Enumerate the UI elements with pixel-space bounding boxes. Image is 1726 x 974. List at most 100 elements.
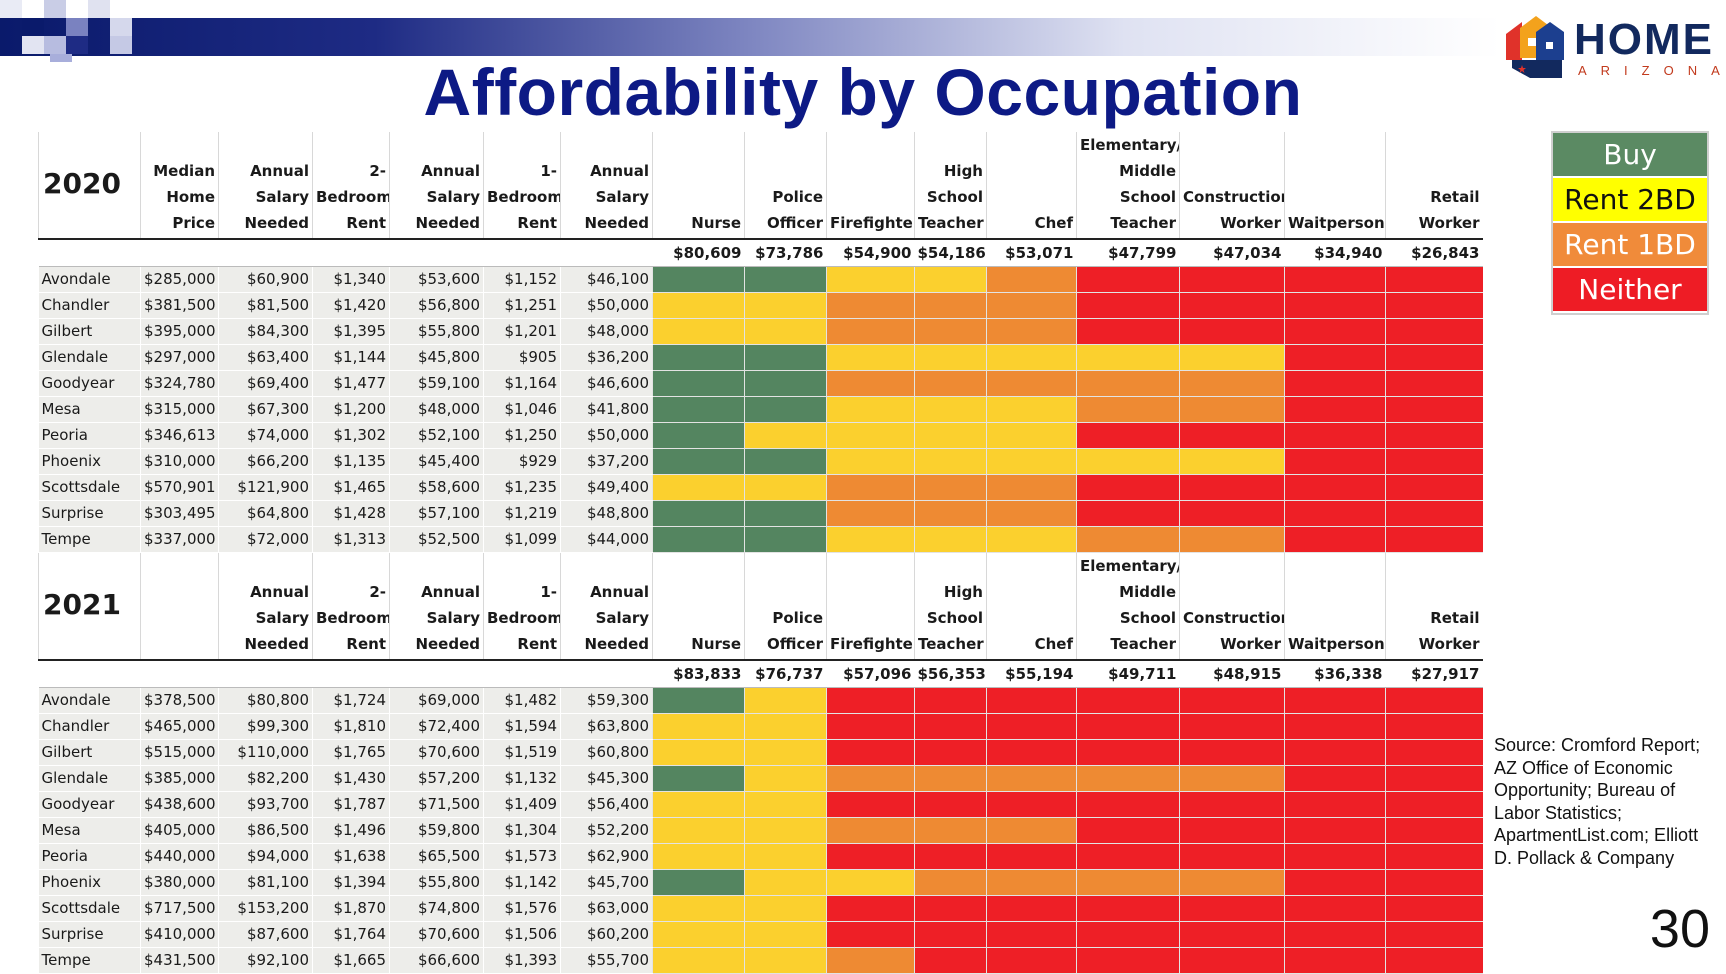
- occupation-salary: $27,917: [1385, 659, 1483, 688]
- value-cell: $110,000: [218, 739, 313, 766]
- city-name: Phoenix: [38, 448, 141, 475]
- affordability-cell: [1385, 869, 1483, 896]
- value-cell: $310,000: [140, 448, 219, 475]
- table-header-row: 2021 Annual Salary Needed 2- Bedroom Rent A…: [38, 552, 1483, 660]
- affordability-cell: [1284, 843, 1386, 870]
- value-cell: $67,300: [218, 396, 313, 423]
- affordability-cell: [1179, 713, 1285, 740]
- table-row: Mesa $315,000 $67,300 $1,200 $48,000 $1,046 $4…: [38, 396, 1483, 423]
- value-cell: $121,900: [218, 474, 313, 501]
- affordability-cell: [826, 687, 915, 714]
- affordability-cell: [914, 921, 987, 948]
- occupation-salary: $73,786: [744, 238, 827, 267]
- city-name: Glendale: [38, 344, 141, 371]
- value-cell: $59,100: [389, 370, 484, 397]
- affordability-cell: [914, 422, 987, 449]
- column-header: [140, 552, 219, 660]
- affordability-cell: [1284, 266, 1386, 293]
- value-cell: $1,235: [483, 474, 561, 501]
- affordability-cell: [914, 817, 987, 844]
- table-row: Gilbert $515,000 $110,000 $1,765 $70,600 $1,5…: [38, 739, 1483, 766]
- affordability-cell: [652, 895, 745, 922]
- value-cell: $380,000: [140, 869, 219, 896]
- affordability-cell: [1385, 266, 1483, 293]
- column-header: 1- Bedroom Rent: [483, 552, 561, 660]
- occupation-salary: $49,711: [1076, 659, 1180, 688]
- affordability-cell: [914, 687, 987, 714]
- affordability-cell: [652, 500, 745, 527]
- affordability-cell: [914, 318, 987, 345]
- value-cell: $1,870: [312, 895, 390, 922]
- affordability-cell: [986, 843, 1077, 870]
- affordability-cell: [986, 318, 1077, 345]
- affordability-cell: [826, 817, 915, 844]
- value-cell: $64,800: [218, 500, 313, 527]
- salary-spacer: [483, 659, 561, 688]
- occupation-header: High School Teacher: [914, 132, 987, 239]
- affordability-cell: [1076, 895, 1180, 922]
- occupation-salary: $54,186: [914, 238, 987, 267]
- column-header: Annual Salary Needed: [560, 552, 653, 660]
- affordability-cell: [1284, 817, 1386, 844]
- value-cell: $381,500: [140, 292, 219, 319]
- affordability-cell: [1179, 344, 1285, 371]
- value-cell: $1,251: [483, 292, 561, 319]
- affordability-cell: [1179, 843, 1285, 870]
- affordability-cell: [986, 713, 1077, 740]
- affordability-cell: [914, 474, 987, 501]
- affordability-cell: [826, 396, 915, 423]
- city-name: Scottsdale: [38, 895, 141, 922]
- affordability-cell: [744, 318, 827, 345]
- value-cell: $45,400: [389, 448, 484, 475]
- affordability-cell: [914, 396, 987, 423]
- value-cell: $1,200: [312, 396, 390, 423]
- banner-square: [110, 18, 132, 36]
- value-cell: $56,400: [560, 791, 653, 818]
- affordability-cell: [744, 895, 827, 922]
- banner-gradient: [0, 18, 1500, 56]
- value-cell: $46,600: [560, 370, 653, 397]
- affordability-cell: [1385, 396, 1483, 423]
- table-row: Scottsdale $717,500 $153,200 $1,870 $74,800 $…: [38, 895, 1483, 922]
- salary-spacer: [560, 659, 653, 688]
- affordability-cell: [1179, 266, 1285, 293]
- occupation-salary: $36,338: [1284, 659, 1386, 688]
- affordability-cell: [652, 448, 745, 475]
- value-cell: $153,200: [218, 895, 313, 922]
- value-cell: $50,000: [560, 292, 653, 319]
- affordability-cell: [652, 739, 745, 766]
- value-cell: $74,800: [389, 895, 484, 922]
- banner-square: [44, 36, 66, 54]
- city-name: Chandler: [38, 713, 141, 740]
- affordability-cell: [652, 791, 745, 818]
- banner-square: [0, 0, 22, 18]
- city-name: Glendale: [38, 765, 141, 792]
- value-cell: $1,496: [312, 817, 390, 844]
- affordability-cell: [652, 713, 745, 740]
- city-name: Peoria: [38, 843, 141, 870]
- value-cell: $57,200: [389, 765, 484, 792]
- affordability-cell: [1284, 422, 1386, 449]
- affordability-cell: [1284, 921, 1386, 948]
- occupation-salary: $26,843: [1385, 238, 1483, 267]
- affordability-cell: [1385, 500, 1483, 527]
- salary-spacer: [140, 238, 219, 267]
- header-banner: [0, 0, 1726, 62]
- value-cell: $70,600: [389, 739, 484, 766]
- value-cell: $46,100: [560, 266, 653, 293]
- affordability-cell: [826, 526, 915, 553]
- table-row: Chandler $381,500 $81,500 $1,420 $56,800 $1,2…: [38, 292, 1483, 319]
- affordability-cell: [1179, 791, 1285, 818]
- table-row: Avondale $285,000 $60,900 $1,340 $53,600 $1,1…: [38, 266, 1483, 293]
- value-cell: $55,800: [389, 869, 484, 896]
- affordability-cell: [986, 921, 1077, 948]
- table-row: Surprise $410,000 $87,600 $1,764 $70,600 $1,5…: [38, 921, 1483, 948]
- value-cell: $52,200: [560, 817, 653, 844]
- value-cell: $1,302: [312, 422, 390, 449]
- affordability-cell: [826, 474, 915, 501]
- value-cell: $52,500: [389, 526, 484, 553]
- logo-subtitle: ARIZONA: [1578, 63, 1726, 78]
- column-header: Median Home Price: [140, 132, 219, 239]
- affordability-cell: [1179, 500, 1285, 527]
- affordability-cell: [986, 266, 1077, 293]
